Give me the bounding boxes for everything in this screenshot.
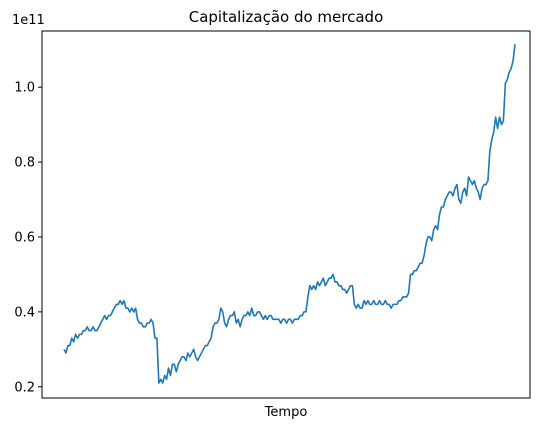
chart-title: Capitalização do mercado — [189, 8, 384, 26]
y-tick-label: 1.0 — [14, 81, 35, 96]
plot-area — [63, 44, 516, 384]
y-tick-label: 0.8 — [14, 156, 35, 171]
axes-frame — [41, 30, 531, 399]
y-tick-label: 0.2 — [14, 380, 35, 395]
y-axis-ticks: 0.2 0.4 0.6 0.8 1.0 — [14, 81, 42, 395]
y-tick-label: 0.4 — [14, 305, 35, 320]
x-axis-label: Tempo — [264, 405, 308, 420]
y-offset-label: 1e11 — [12, 13, 45, 28]
series-line — [63, 44, 516, 384]
y-tick-label: 0.6 — [14, 230, 35, 245]
